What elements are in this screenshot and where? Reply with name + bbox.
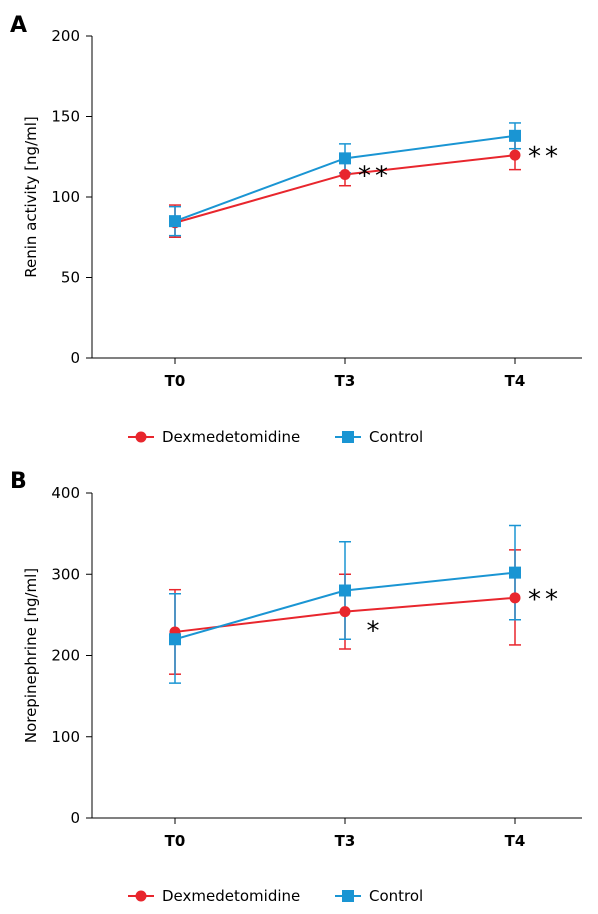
x-tick-label: T0 (165, 372, 186, 390)
legend-label: Control (369, 428, 423, 446)
data-point-dexmedetomidine (509, 149, 521, 161)
x-tick-label: T4 (505, 832, 526, 850)
y-tick-label: 50 (61, 269, 80, 287)
y-tick-label: 0 (70, 349, 80, 367)
y-axis-title: Norepinephrine [ng/ml] (22, 568, 40, 743)
legend-marker (342, 431, 354, 443)
data-point-control (169, 215, 181, 228)
x-tick-label: T3 (335, 372, 356, 390)
data-point-dexmedetomidine (339, 168, 351, 180)
significance-marker: ** (528, 585, 562, 615)
panel-label: A (10, 13, 27, 38)
legend-label: Dexmedetomidine (162, 887, 300, 905)
chart-panel-b: B 0 100 200 300 400 T0 T3 T4 Norepinephrine [ng/m… (10, 469, 582, 905)
data-point-control (169, 633, 181, 646)
chart-panel-a: A 0 50 100 150 200 T0 T3 T4 Renin activity [ng/ml… (10, 13, 582, 446)
y-tick-label: 100 (51, 188, 80, 206)
significance-marker: ** (358, 161, 392, 191)
data-point-control (339, 584, 351, 597)
y-tick-label: 200 (51, 27, 80, 45)
data-point-control (509, 566, 521, 579)
x-tick-label: T3 (335, 832, 356, 850)
data-point-control (509, 129, 521, 142)
legend-marker (135, 890, 147, 902)
panel-label: B (10, 469, 27, 494)
legend-label: Dexmedetomidine (162, 428, 300, 446)
x-tick-label: T0 (165, 832, 186, 850)
legend-label: Control (369, 887, 423, 905)
legend-marker (135, 431, 147, 443)
significance-marker: ** (528, 142, 562, 172)
y-tick-label: 0 (70, 809, 80, 827)
significance-marker: * (367, 617, 384, 647)
legend-marker (342, 890, 354, 902)
y-tick-label: 200 (51, 647, 80, 665)
data-point-dexmedetomidine (509, 592, 521, 604)
x-tick-label: T4 (505, 372, 526, 390)
data-point-control (339, 152, 351, 165)
y-tick-label: 300 (51, 565, 80, 583)
y-tick-label: 400 (51, 484, 80, 502)
data-point-dexmedetomidine (339, 606, 351, 618)
y-axis-title: Renin activity [ng/ml] (22, 116, 40, 278)
y-tick-label: 150 (51, 108, 80, 126)
y-tick-label: 100 (51, 728, 80, 746)
